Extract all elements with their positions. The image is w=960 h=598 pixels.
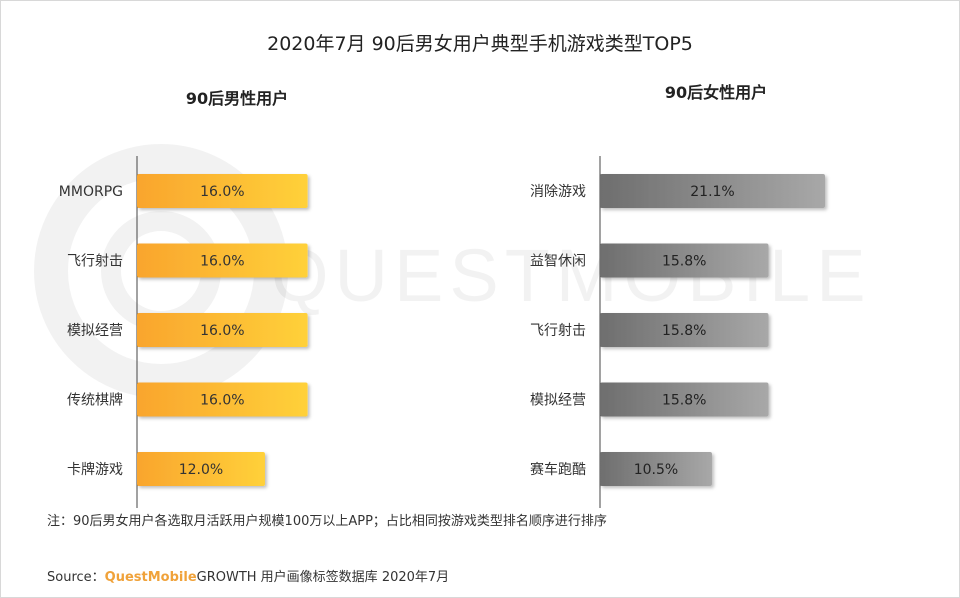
male-category-label: 飞行射击 [67,254,123,270]
male-data-label: 12.0% [179,462,223,478]
source-prefix: Source： [47,570,105,585]
female-data-label: 10.5% [634,462,678,478]
female-data-label: 15.8% [662,323,706,339]
female-chart: 21.1% 消除游戏 15.8% 益智休闲 15.8% 飞行射击 15.8% 模拟经营 10.5… [530,156,825,508]
male-data-label: 16.0% [200,254,244,270]
male-bar [137,313,308,347]
source-line: Source：QuestMobileGROWTH 用户画像标签数据库 2020年… [47,566,449,585]
footnote: 注：90后男女用户各选取月活跃用户规模100万以上APP；占比相同按游戏类型排名… [47,514,607,529]
female-data-label: 15.8% [662,254,706,270]
female-data-label: 21.1% [690,184,734,200]
female-category-label: 飞行射击 [530,323,586,339]
female-category-label: 赛车跑酷 [530,461,586,478]
male-bar [137,382,308,417]
female-data-label: 15.8% [662,393,706,409]
male-category-label: 模拟经营 [67,323,123,339]
male-bar [137,452,265,486]
source-rest: GROWTH 用户画像标签数据库 2020年7月 [196,570,450,585]
female-panel-title: 90后女性用户 [664,83,768,102]
source-brand: QuestMobile [104,570,197,585]
male-category-label: 传统棋牌 [67,392,123,409]
female-bar [600,174,825,208]
female-bar [600,313,769,347]
male-category-label: MMORPG [59,184,123,200]
male-panel-title: 90后男性用户 [185,89,289,108]
male-chart: 16.0% MMORPG 16.0% 飞行射击 16.0% 模拟经营 16.0% 传统棋牌 12… [59,156,308,508]
chart-title: 2020年7月 90后男女用户典型手机游戏类型TOP5 [267,33,693,55]
female-bar [600,382,769,417]
female-bar [600,243,769,278]
female-category-label: 消除游戏 [530,184,586,200]
male-bar [137,174,308,208]
female-category-label: 益智休闲 [530,254,586,270]
male-bar [137,243,308,278]
male-data-label: 16.0% [200,184,244,200]
male-category-label: 卡牌游戏 [67,461,123,478]
male-data-label: 16.0% [200,393,244,409]
female-bar [600,452,712,486]
female-category-label: 模拟经营 [530,393,586,409]
male-data-label: 16.0% [200,323,244,339]
